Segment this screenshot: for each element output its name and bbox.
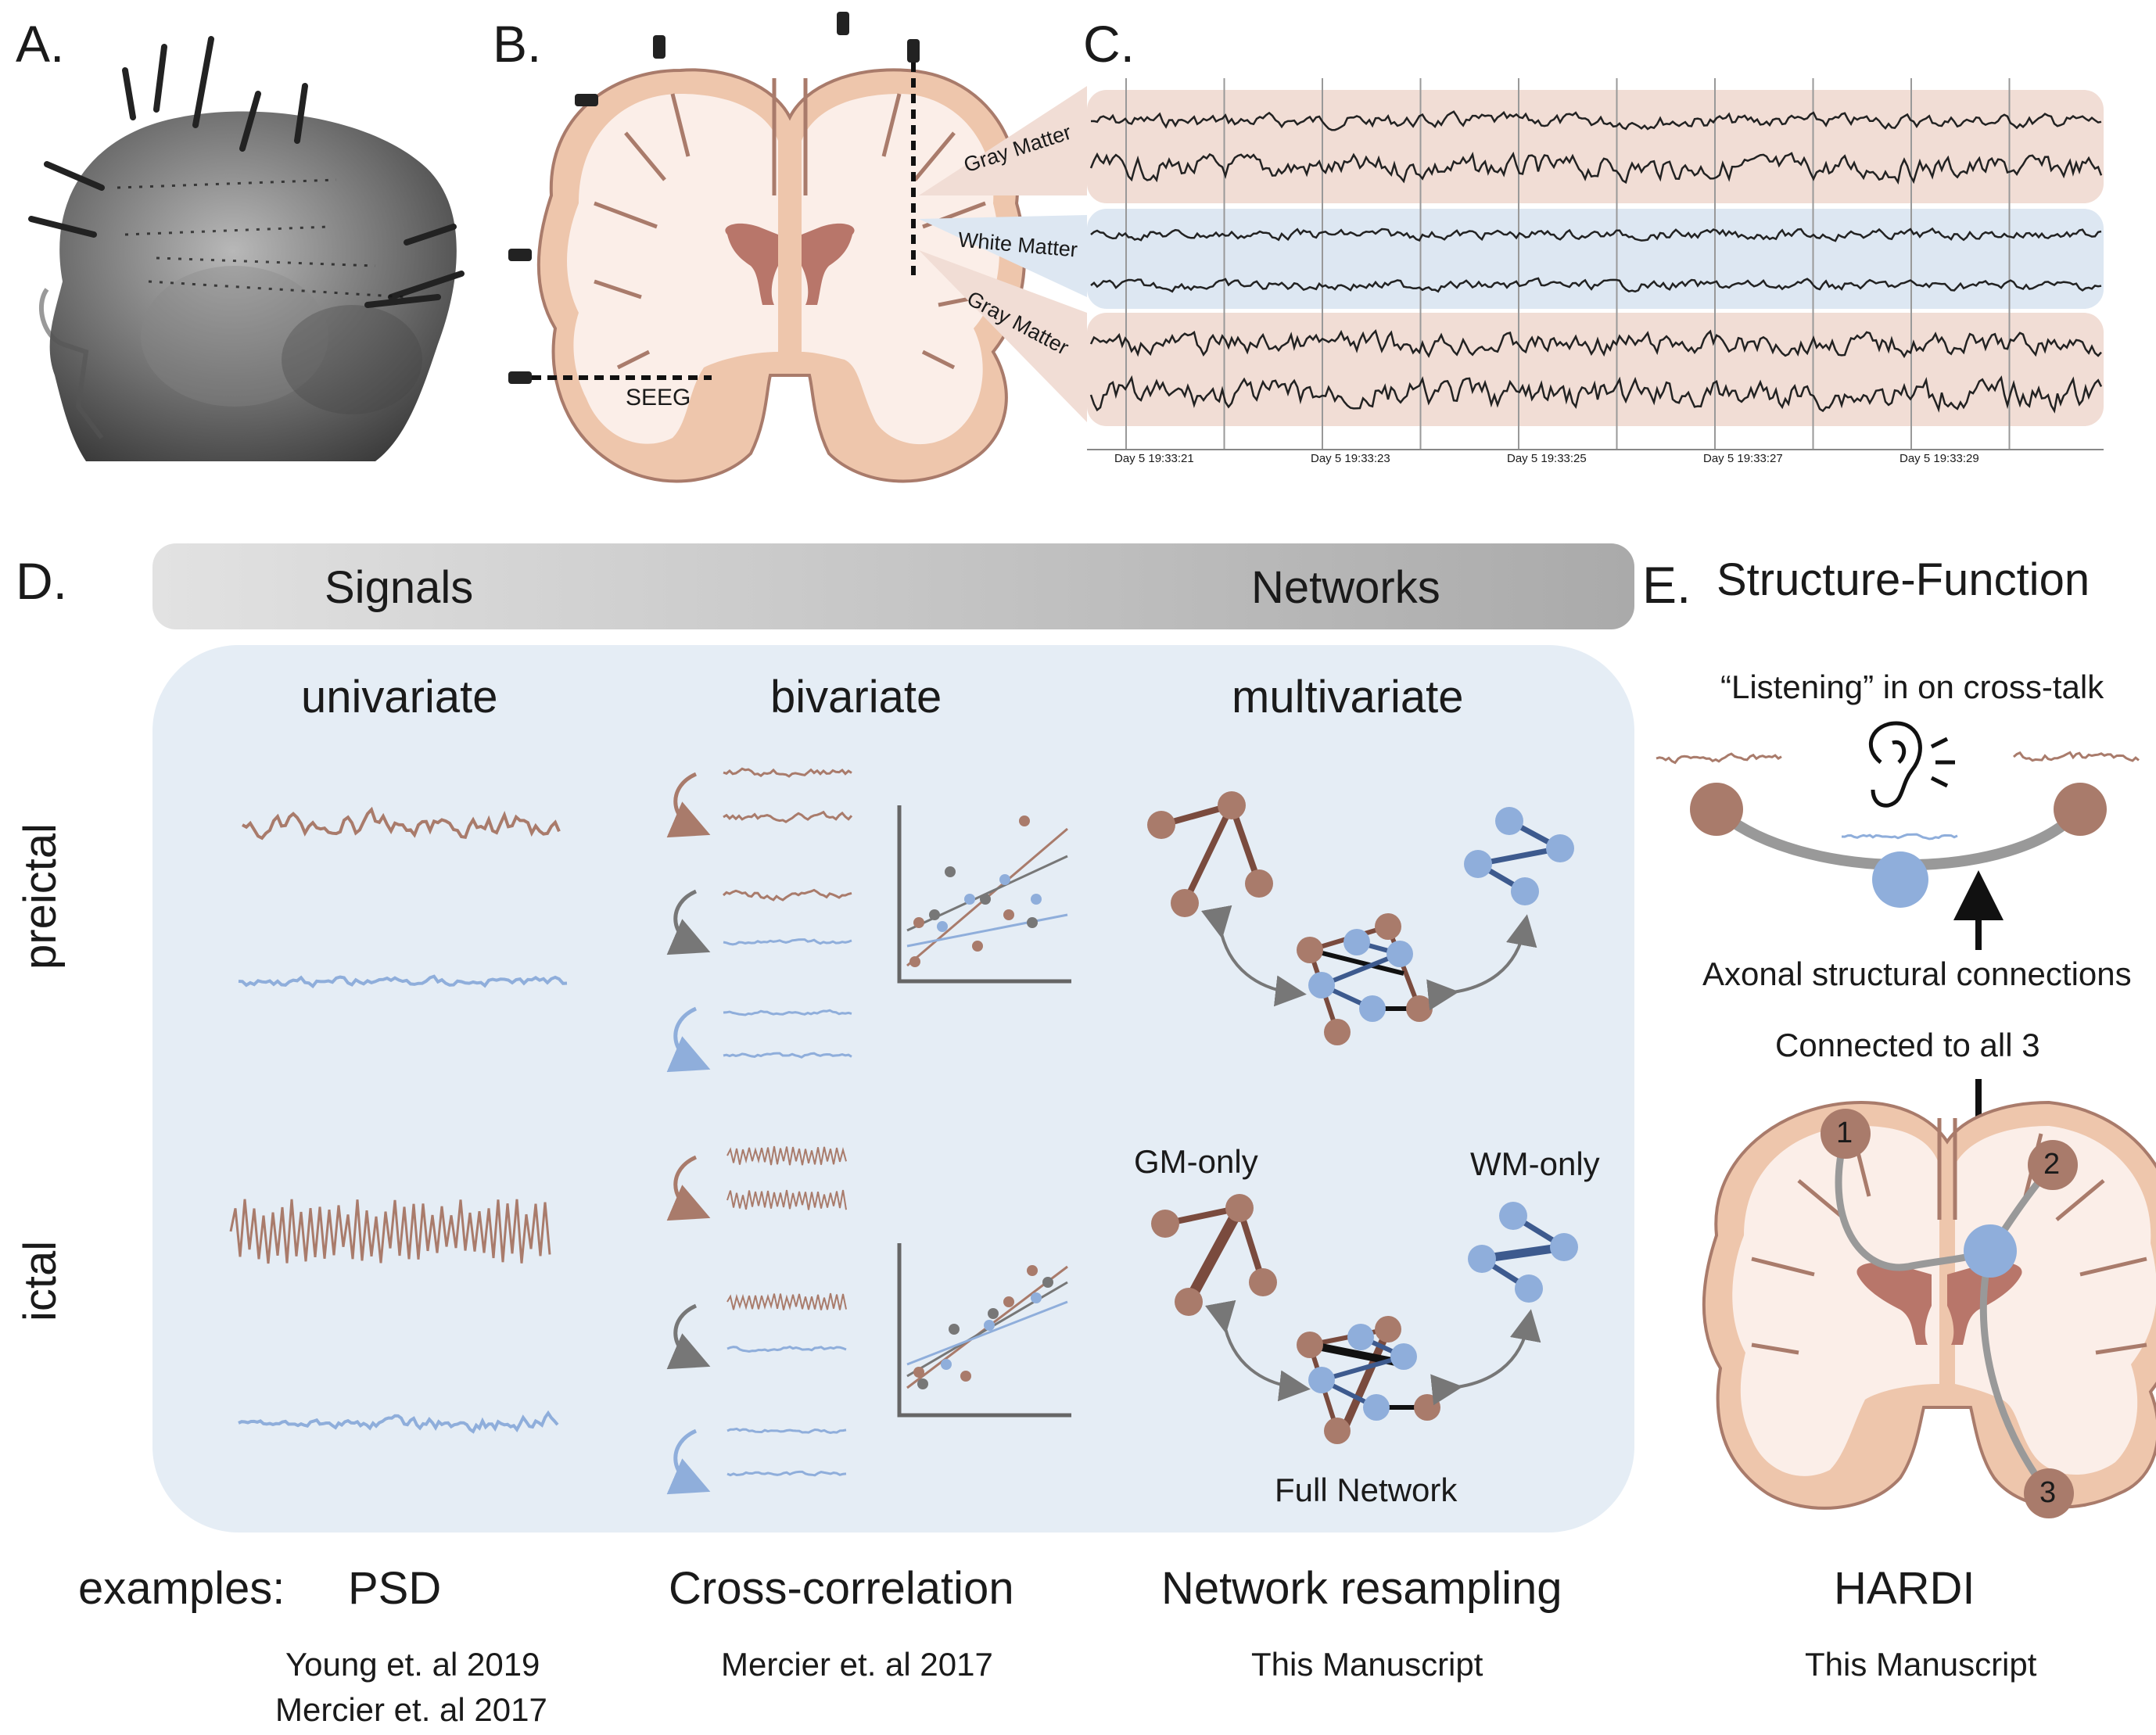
uni-gm-preictal: [242, 806, 561, 841]
node-1: [1821, 1109, 1871, 1159]
bi-mix-gm: [722, 888, 852, 902]
method-hardi: HARDI: [1834, 1563, 1975, 1614]
wm-trace-2: [1090, 277, 2102, 293]
bivariate-pair-arrows: [666, 772, 711, 1495]
bi-ictal-mix-gm: [726, 1292, 847, 1310]
structural-connection-arc: [1690, 783, 2107, 908]
method-psd: PSD: [348, 1563, 442, 1614]
eeg-traces: [1089, 110, 2103, 414]
gm-only-label: GM-only: [1134, 1143, 1258, 1180]
wm-network-preictal: [1464, 807, 1574, 905]
wm-contact-node: [1964, 1224, 2017, 1278]
gm-trace-4: [1089, 375, 2103, 414]
panel-label-c: C.: [1083, 15, 1135, 73]
panel-label-b: B.: [493, 15, 542, 73]
signals-label: Signals: [325, 562, 474, 613]
connected-caption: Connected to all 3: [1775, 1027, 2040, 1063]
coronal-brain-e: [1702, 1100, 2156, 1510]
bi-wm-b: [723, 1052, 852, 1059]
gm-trace-1: [1090, 110, 2102, 131]
gm-network-preictal: [1147, 791, 1273, 917]
method-cross-correlation: Cross-correlation: [669, 1563, 1014, 1614]
time-tick-3: Day 5 19:33:25: [1507, 452, 1587, 465]
eeg-time-grid: [1125, 78, 2011, 450]
time-tick-4: Day 5 19:33:27: [1703, 452, 1783, 465]
network-arrows-ictal: [1205, 1299, 1541, 1406]
panel-label-a: A.: [16, 15, 65, 73]
analysis-panel-bg: [152, 645, 1634, 1532]
bi-ictal-wm-a: [726, 1427, 847, 1435]
wm-only-label: WM-only: [1470, 1145, 1600, 1182]
wm-trace-1: [1090, 227, 2102, 242]
bi-mix-wm: [723, 938, 852, 946]
gm-trace-2: [1089, 151, 2103, 185]
bivariate-traces: [722, 767, 853, 1477]
structure-function-title: Structure-Function: [1717, 554, 2090, 605]
skull-image: [28, 36, 465, 461]
bi-wm-a: [723, 1009, 852, 1016]
panel-label-e: E.: [1642, 556, 1691, 614]
ref-psd-1: Young et. al 2019: [285, 1646, 540, 1683]
node-3-label: 3: [2039, 1476, 2057, 1509]
listening-caption: “Listening” in on cross-talk: [1720, 669, 2104, 705]
scatter-plot-preictal: [897, 805, 1071, 984]
coronal-brain-slice: [508, 12, 1026, 483]
ref-crosscorr: Mercier et. al 2017: [721, 1646, 993, 1683]
gm-trace-3: [1089, 328, 2102, 359]
node-2: [2028, 1140, 2078, 1190]
signals-networks-bar: [152, 543, 1634, 629]
ref-hardi: This Manuscript: [1805, 1646, 2037, 1683]
bi-gm-b: [723, 810, 853, 823]
bi-ictal-gm-a: [726, 1145, 847, 1166]
seeg-label: SEEG: [626, 385, 691, 410]
row-preictal: preictal: [15, 823, 66, 970]
row-ictal: ictal: [15, 1240, 66, 1321]
method-network-resampling: Network resampling: [1161, 1563, 1562, 1614]
col-univariate: univariate: [301, 672, 498, 722]
e-gm-left: [1656, 752, 1782, 765]
uni-wm-ictal: [238, 1410, 559, 1434]
node-2-label: 2: [2043, 1148, 2061, 1181]
time-tick-1: Day 5 19:33:21: [1114, 452, 1194, 465]
panel-label-d: D.: [16, 552, 67, 610]
e-gm-right: [2013, 751, 2140, 762]
uni-wm-preictal: [238, 974, 568, 989]
node-1-label: 1: [1836, 1117, 1853, 1149]
ref-network: This Manuscript: [1251, 1646, 1483, 1683]
zoom-wedges: [919, 86, 1087, 422]
scatter-plot-ictal: [897, 1243, 1071, 1418]
full-network-label: Full Network: [1275, 1472, 1458, 1508]
uni-gm-ictal: [229, 1199, 551, 1264]
time-tick-2: Day 5 19:33:23: [1311, 452, 1390, 465]
time-tick-5: Day 5 19:33:29: [1900, 452, 1979, 465]
node-3: [2024, 1468, 2074, 1518]
examples-prefix: examples:: [78, 1563, 285, 1614]
eeg-bands: [1087, 90, 2104, 426]
network-arrows-preictal: [1201, 905, 1537, 1011]
col-multivariate: multivariate: [1232, 672, 1464, 722]
gm-network-ictal: [1151, 1194, 1277, 1316]
col-bivariate: bivariate: [770, 672, 942, 722]
networks-label: Networks: [1251, 562, 1440, 613]
bi-ictal-gm-b: [726, 1189, 847, 1210]
bi-ictal-wm-b: [726, 1470, 847, 1477]
bi-ictal-mix-wm: [726, 1345, 847, 1353]
wm-network-ictal: [1468, 1202, 1578, 1303]
axonal-caption: Axonal structural connections: [1702, 955, 2132, 992]
ref-psd-2: Mercier et. al 2017: [275, 1691, 547, 1728]
ear-icon: [1869, 721, 1955, 808]
cross-talk-traces: [1656, 751, 2140, 841]
e-wm-middle: [1841, 833, 1958, 841]
bi-gm-a: [723, 767, 852, 778]
univariate-traces: [229, 806, 568, 1434]
